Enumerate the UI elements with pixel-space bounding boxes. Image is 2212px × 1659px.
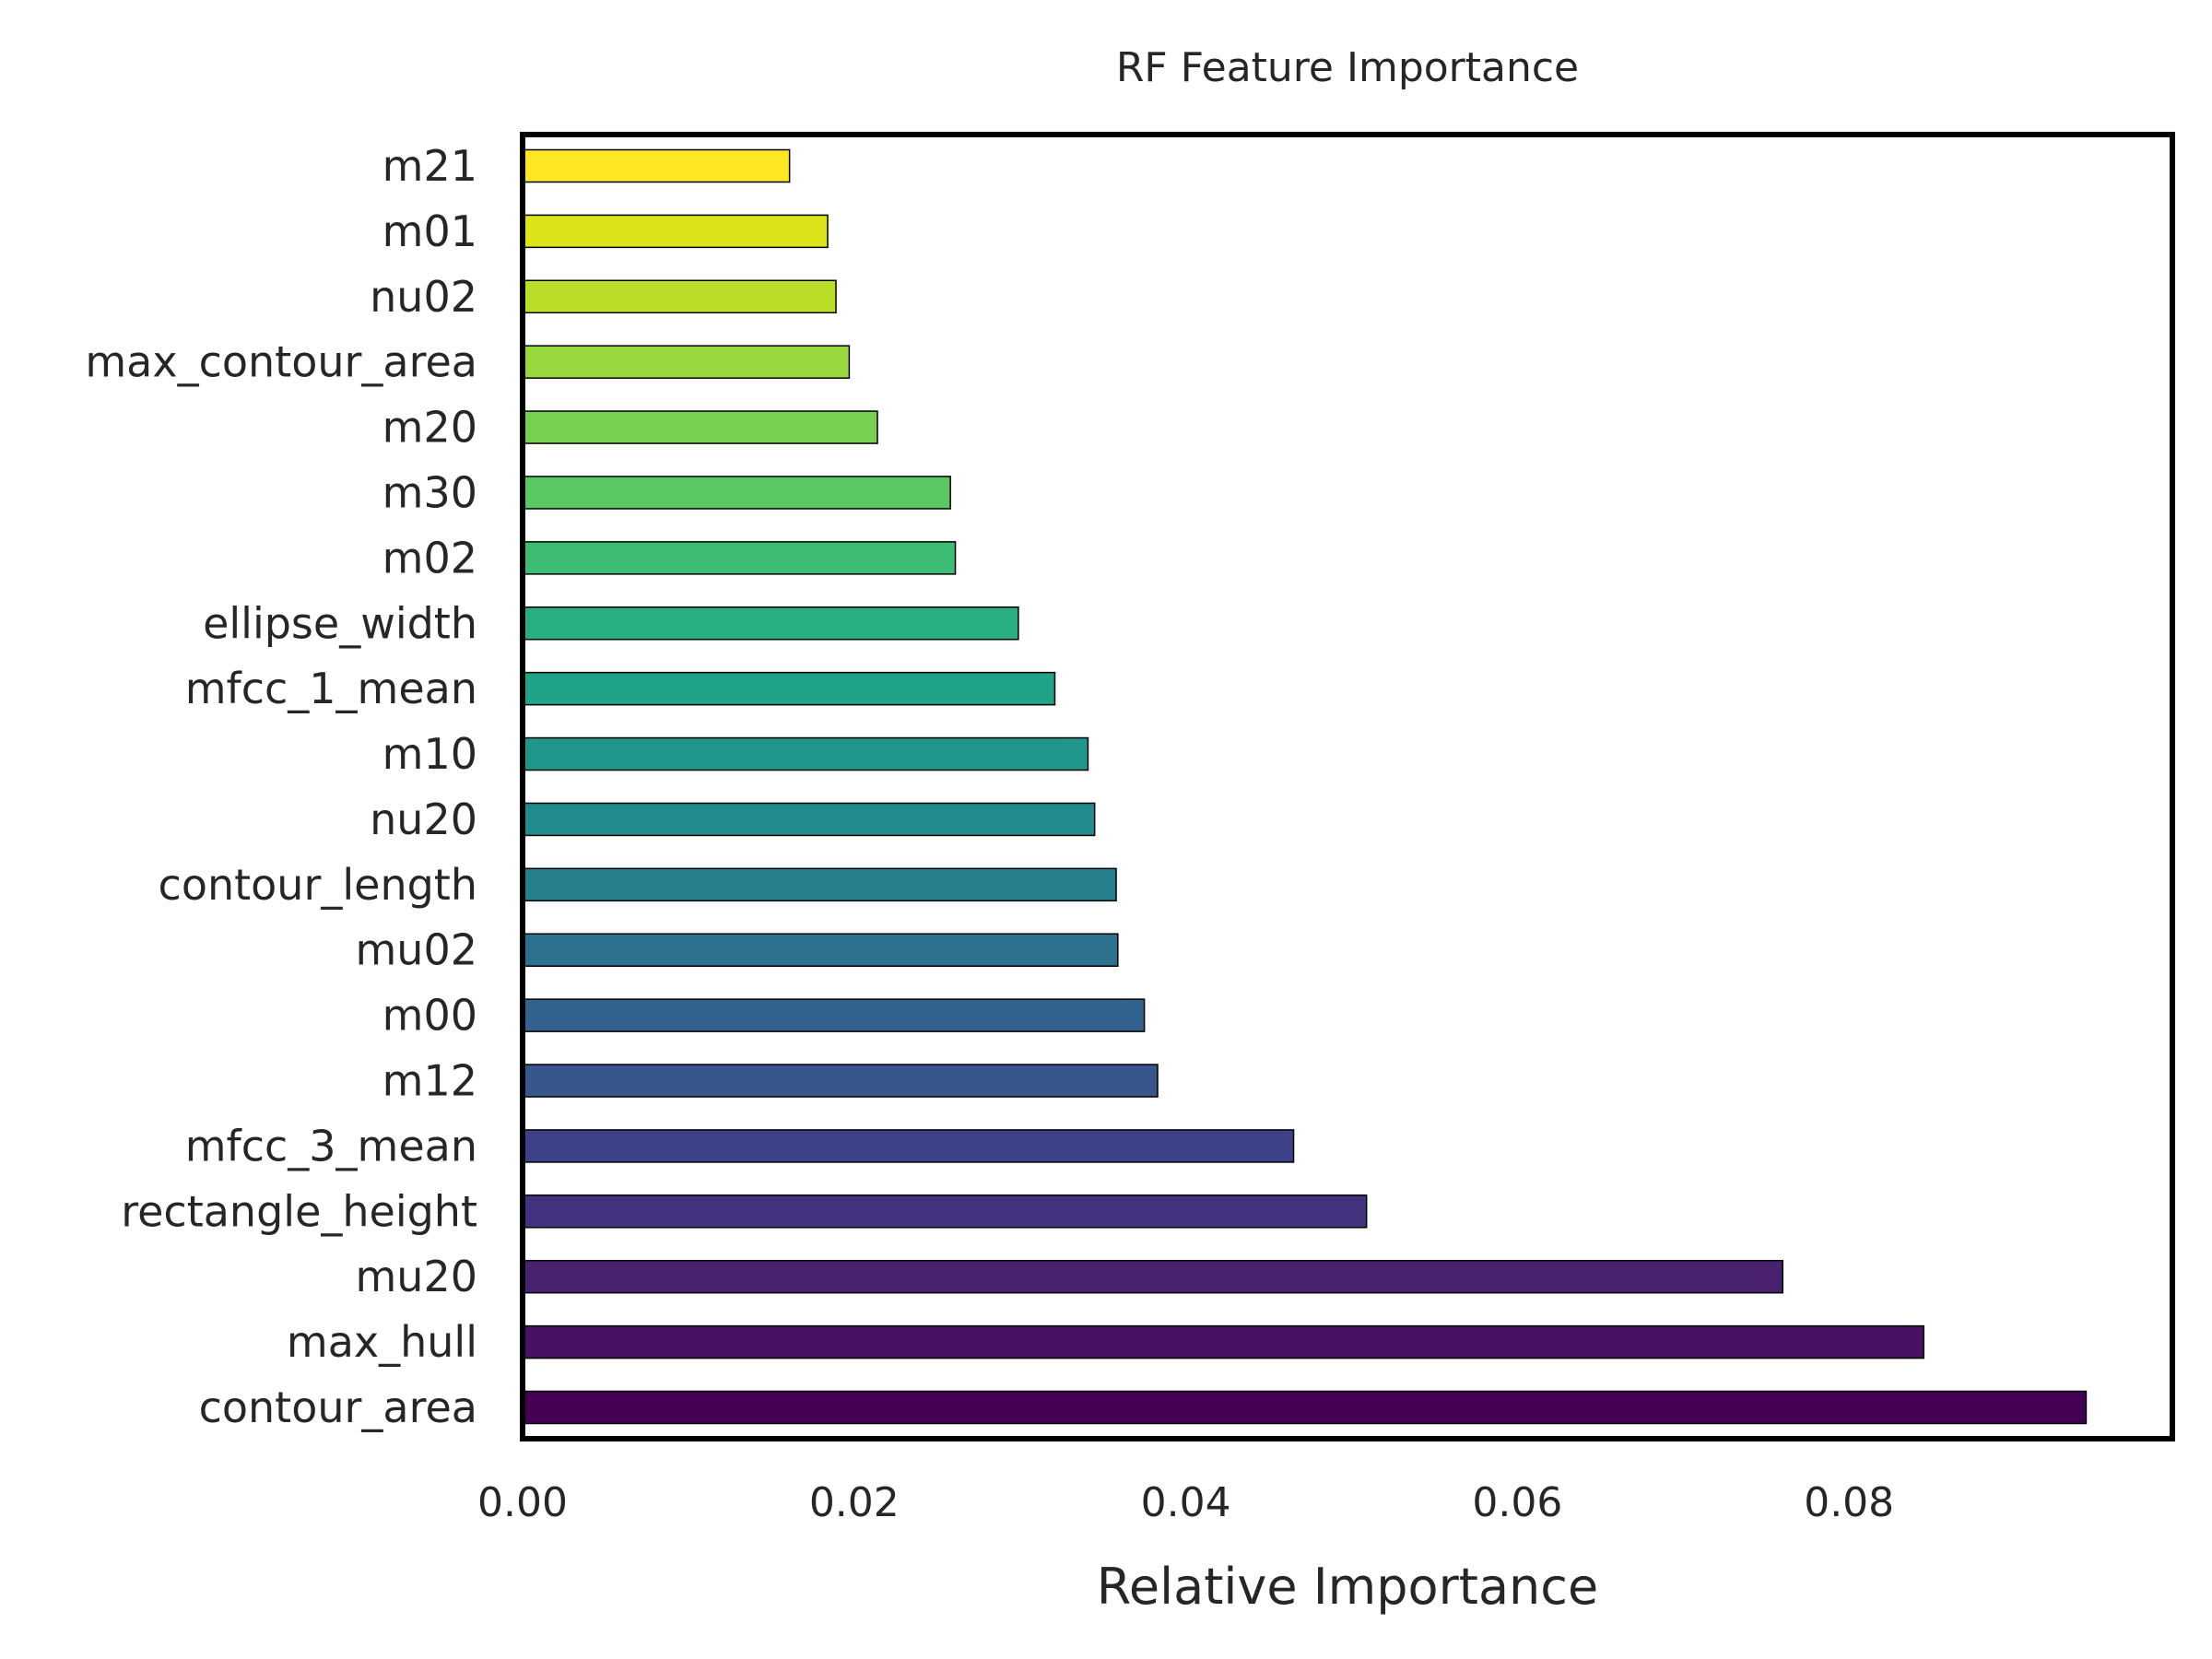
category-label: contour_area xyxy=(199,1382,477,1432)
x-tick-label: 0.00 xyxy=(477,1479,568,1526)
bar-m30 xyxy=(522,476,951,510)
bar-max-contour-area xyxy=(522,345,851,379)
bar-m00 xyxy=(522,998,1146,1032)
plot-frame xyxy=(520,132,2175,1441)
category-label: ellipse_width xyxy=(203,598,477,648)
category-label: mfcc_1_mean xyxy=(185,664,477,713)
category-label: mu20 xyxy=(356,1252,478,1301)
x-tick-label: 0.08 xyxy=(1804,1479,1894,1526)
category-label: rectangle_height xyxy=(121,1186,477,1236)
category-label: m21 xyxy=(382,141,477,191)
bar-rectangle-height xyxy=(522,1194,1368,1229)
bar-m21 xyxy=(522,148,791,183)
category-label: max_hull xyxy=(287,1317,477,1367)
bar-m02 xyxy=(522,541,957,575)
category-label: m10 xyxy=(382,729,477,779)
bar-nu20 xyxy=(522,802,1096,837)
x-tick-label: 0.04 xyxy=(1141,1479,1231,1526)
category-label: m12 xyxy=(382,1056,477,1106)
bar-nu02 xyxy=(522,279,837,314)
bar-contour-length xyxy=(522,867,1117,902)
bar-m20 xyxy=(522,410,878,444)
category-label: m02 xyxy=(382,533,477,582)
bar-m10 xyxy=(522,736,1089,771)
x-tick-label: 0.02 xyxy=(809,1479,900,1526)
category-label: contour_length xyxy=(159,860,477,910)
category-labels-group: contour_area max_hull mu20 rectangle_height… xyxy=(85,141,477,1432)
category-label: m01 xyxy=(382,206,477,256)
category-label: mfcc_3_mean xyxy=(185,1121,477,1171)
category-label: max_contour_area xyxy=(85,337,477,387)
category-label: nu02 xyxy=(370,272,477,322)
bar-mfcc-1-mean xyxy=(522,671,1056,706)
bar-mfcc-3-mean xyxy=(522,1129,1295,1163)
x-axis-label: Relative Importance xyxy=(1097,1558,1598,1616)
bar-m01 xyxy=(522,214,829,249)
bar-ellipse-width xyxy=(522,606,1019,641)
category-label: m20 xyxy=(382,403,477,453)
x-axis-ticks-group: 0.00 0.02 0.04 0.06 0.08 xyxy=(477,1479,1894,1526)
bars-group xyxy=(522,148,2088,1425)
bar-m12 xyxy=(522,1064,1159,1098)
bar-max-hull xyxy=(522,1324,1924,1359)
category-label: mu02 xyxy=(356,925,478,975)
bar-contour-area xyxy=(522,1390,2088,1425)
bar-mu02 xyxy=(522,933,1119,967)
category-label: nu20 xyxy=(370,794,477,844)
category-label: m30 xyxy=(382,467,477,517)
chart-title: RF Feature Importance xyxy=(1116,44,1579,91)
x-tick-label: 0.06 xyxy=(1472,1479,1562,1526)
bar-mu20 xyxy=(522,1259,1783,1294)
category-label: m00 xyxy=(382,991,477,1041)
